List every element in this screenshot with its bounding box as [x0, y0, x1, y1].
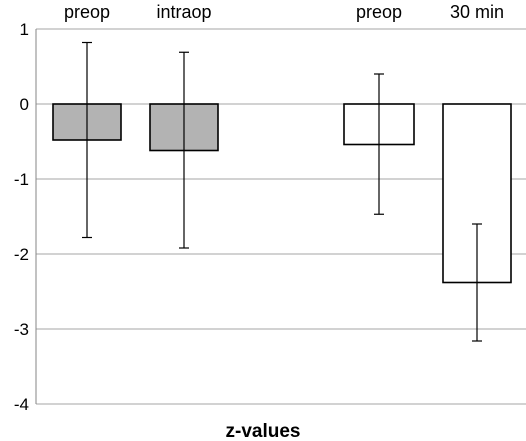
error-bar	[472, 223, 482, 342]
y-tick-label: -1	[14, 170, 29, 189]
category-label: preop	[64, 2, 110, 22]
error-bar	[82, 41, 92, 239]
bars	[52, 103, 512, 284]
category-label: intraop	[156, 2, 211, 22]
error-bar	[374, 73, 384, 215]
y-tick-labels: 1 0 -1 -2 -3 -4	[14, 20, 29, 414]
y-tick-label: 0	[20, 95, 29, 114]
category-labels: preop intraop preop 30 min	[64, 2, 504, 22]
error-bar	[179, 51, 189, 249]
category-label: 30 min	[450, 2, 504, 22]
y-tick-label: -2	[14, 245, 29, 264]
x-axis-title: z-values	[226, 421, 301, 441]
category-label: preop	[356, 2, 402, 22]
y-tick-label: -4	[14, 395, 29, 414]
y-tick-label: -3	[14, 320, 29, 339]
error-bars	[82, 41, 482, 342]
y-tick-label: 1	[20, 20, 29, 39]
